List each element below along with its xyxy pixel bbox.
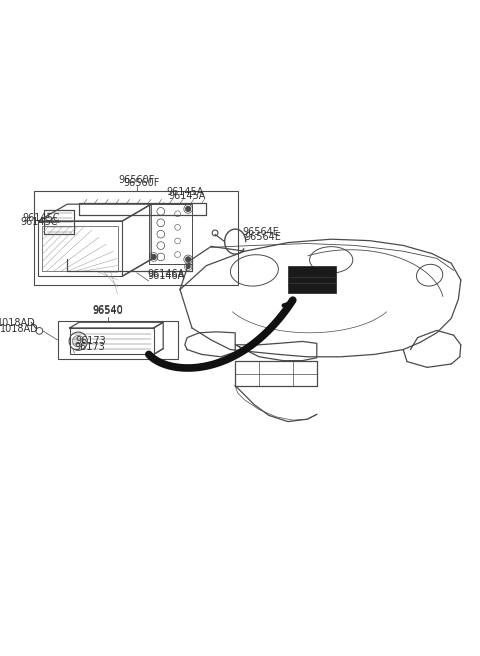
Circle shape	[186, 207, 191, 211]
Text: 96560F: 96560F	[123, 178, 160, 188]
Text: 1018AD: 1018AD	[0, 324, 38, 334]
Text: 96173: 96173	[74, 342, 105, 352]
Text: 1018AD: 1018AD	[0, 318, 36, 328]
Bar	[58, 321, 178, 359]
Text: 96540: 96540	[93, 305, 123, 315]
Circle shape	[151, 255, 156, 259]
Text: 96145C: 96145C	[20, 217, 58, 228]
Bar	[149, 204, 192, 264]
Circle shape	[186, 257, 191, 262]
Text: 96560F: 96560F	[119, 175, 155, 186]
Circle shape	[186, 264, 190, 268]
Text: 96146A: 96146A	[147, 271, 184, 281]
Bar	[70, 328, 154, 354]
Text: 96145C: 96145C	[23, 213, 60, 222]
Text: 96145A: 96145A	[168, 192, 206, 201]
Bar	[38, 221, 122, 276]
Text: 96564E: 96564E	[245, 232, 282, 242]
Bar	[34, 191, 238, 285]
Text: 96173: 96173	[76, 336, 107, 346]
Text: 96540: 96540	[93, 306, 123, 316]
Bar	[42, 226, 118, 272]
FancyBboxPatch shape	[288, 266, 336, 293]
Text: 96146A: 96146A	[147, 270, 184, 279]
Text: 96145A: 96145A	[166, 188, 204, 197]
Circle shape	[72, 335, 84, 347]
Text: 96564E: 96564E	[242, 227, 279, 237]
